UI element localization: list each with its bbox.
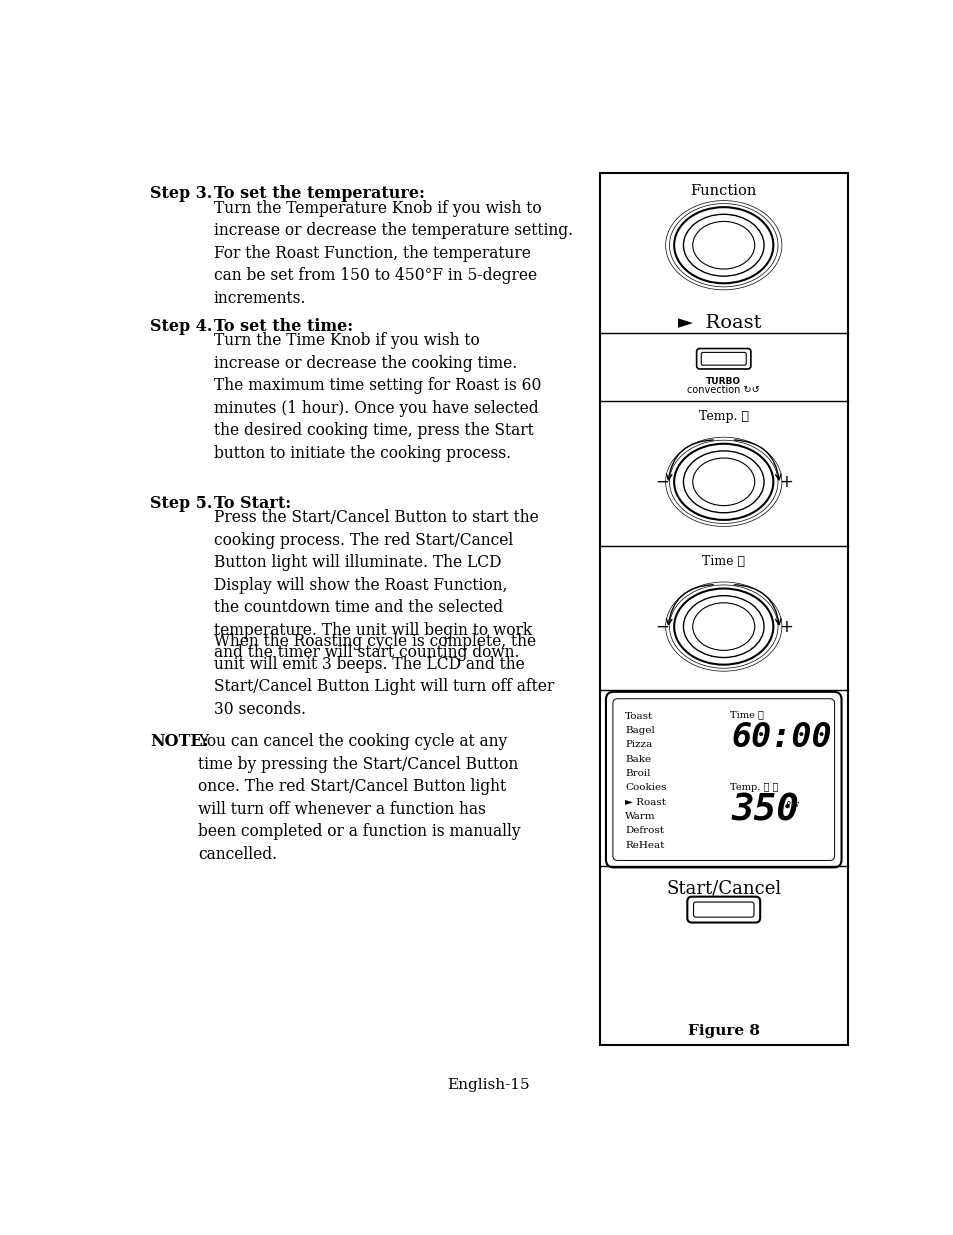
Text: ► Roast: ► Roast (624, 798, 665, 806)
Text: −: − (654, 473, 668, 490)
Text: Bake: Bake (624, 755, 651, 763)
Text: 60:00: 60:00 (731, 721, 832, 755)
Text: Warm: Warm (624, 813, 656, 821)
Text: Temp. ⌛ ⚙: Temp. ⌛ ⚙ (730, 783, 778, 792)
Text: To set the time:: To set the time: (213, 317, 353, 335)
Text: Figure 8: Figure 8 (687, 1024, 759, 1037)
Text: TURBO: TURBO (705, 377, 740, 387)
Text: When the Roasting cycle is complete, the
unit will emit 3 beeps. The LCD and the: When the Roasting cycle is complete, the… (213, 634, 554, 718)
Text: Temp. ⌛: Temp. ⌛ (698, 410, 748, 424)
Text: ReHeat: ReHeat (624, 841, 664, 850)
Text: Bagel: Bagel (624, 726, 655, 735)
Text: Cookies: Cookies (624, 783, 666, 793)
Text: Press the Start/Cancel Button to start the
cooking process. The red Start/Cancel: Press the Start/Cancel Button to start t… (213, 509, 538, 661)
Text: +: + (778, 618, 792, 636)
Bar (599, 173, 847, 1045)
Text: Function: Function (690, 184, 756, 198)
FancyBboxPatch shape (605, 692, 841, 867)
Text: NOTE:: NOTE: (150, 734, 209, 751)
Text: Step 4.: Step 4. (150, 317, 213, 335)
Text: +: + (778, 473, 792, 490)
Text: To Start:: To Start: (213, 495, 291, 511)
FancyBboxPatch shape (700, 352, 745, 366)
FancyBboxPatch shape (686, 897, 760, 923)
Text: English-15: English-15 (447, 1078, 530, 1092)
Text: Time ⌚: Time ⌚ (730, 710, 763, 719)
Text: Broil: Broil (624, 769, 650, 778)
Text: Time ⌚: Time ⌚ (701, 555, 744, 568)
Text: Start/Cancel: Start/Cancel (665, 879, 781, 898)
Text: Step 5.: Step 5. (150, 495, 213, 511)
Text: −: − (654, 618, 668, 636)
Text: Turn the Temperature Knob if you wish to
increase or decrease the temperature se: Turn the Temperature Knob if you wish to… (213, 200, 573, 306)
Text: You can cancel the cooking cycle at any
time by pressing the Start/Cancel Button: You can cancel the cooking cycle at any … (198, 734, 520, 863)
FancyBboxPatch shape (693, 902, 753, 918)
Text: convection ↻↺: convection ↻↺ (687, 385, 760, 395)
Text: Turn the Time Knob if you wish to
increase or decrease the cooking time.
The max: Turn the Time Knob if you wish to increa… (213, 332, 540, 462)
Text: Defrost: Defrost (624, 826, 663, 835)
Text: To set the temperature:: To set the temperature: (213, 185, 424, 203)
Text: Pizza: Pizza (624, 741, 652, 750)
Text: 350: 350 (731, 793, 799, 829)
Text: Toast: Toast (624, 711, 653, 721)
Text: ►  Roast: ► Roast (678, 314, 760, 332)
FancyBboxPatch shape (696, 348, 750, 369)
Text: °F: °F (785, 802, 799, 813)
FancyBboxPatch shape (612, 699, 834, 861)
Text: Step 3.: Step 3. (150, 185, 213, 203)
